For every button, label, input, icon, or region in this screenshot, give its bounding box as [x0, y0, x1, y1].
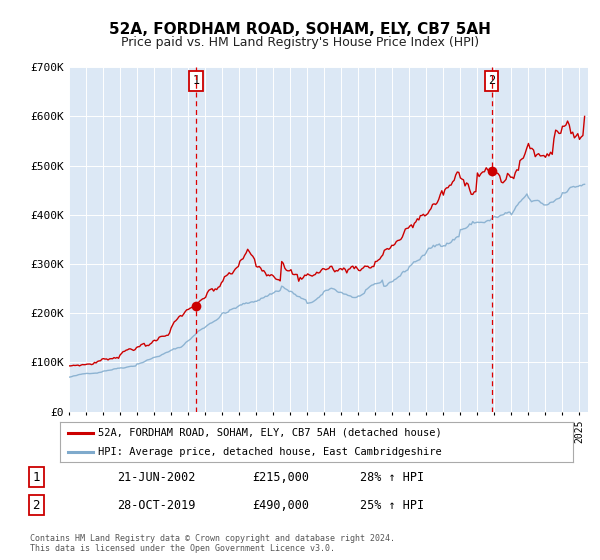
Text: 28% ↑ HPI: 28% ↑ HPI	[360, 470, 424, 484]
Text: Price paid vs. HM Land Registry's House Price Index (HPI): Price paid vs. HM Land Registry's House …	[121, 36, 479, 49]
Text: 1: 1	[193, 74, 200, 87]
Text: Contains HM Land Registry data © Crown copyright and database right 2024.: Contains HM Land Registry data © Crown c…	[30, 534, 395, 543]
Text: 2: 2	[488, 74, 495, 87]
Text: 2: 2	[32, 498, 40, 512]
Text: 52A, FORDHAM ROAD, SOHAM, ELY, CB7 5AH: 52A, FORDHAM ROAD, SOHAM, ELY, CB7 5AH	[109, 22, 491, 38]
Text: 28-OCT-2019: 28-OCT-2019	[117, 498, 196, 512]
Text: £215,000: £215,000	[252, 470, 309, 484]
Text: 21-JUN-2002: 21-JUN-2002	[117, 470, 196, 484]
Text: 1: 1	[32, 470, 40, 484]
Text: HPI: Average price, detached house, East Cambridgeshire: HPI: Average price, detached house, East…	[98, 447, 442, 457]
Text: £490,000: £490,000	[252, 498, 309, 512]
Text: This data is licensed under the Open Government Licence v3.0.: This data is licensed under the Open Gov…	[30, 544, 335, 553]
Text: 52A, FORDHAM ROAD, SOHAM, ELY, CB7 5AH (detached house): 52A, FORDHAM ROAD, SOHAM, ELY, CB7 5AH (…	[98, 428, 442, 438]
Text: 25% ↑ HPI: 25% ↑ HPI	[360, 498, 424, 512]
